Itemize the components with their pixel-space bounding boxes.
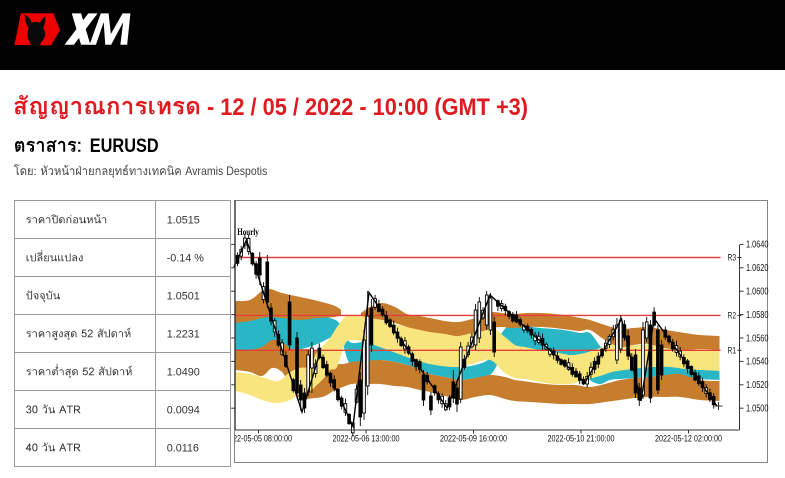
- svg-text:1.0540: 1.0540: [746, 357, 769, 368]
- svg-text:1.0580: 1.0580: [746, 310, 769, 321]
- svg-text:1.2231: 1.2231: [167, 328, 200, 340]
- svg-text:EURUSD: EURUSD: [90, 135, 159, 157]
- svg-text:1.0490: 1.0490: [167, 366, 200, 378]
- svg-text:1.0515: 1.0515: [167, 214, 200, 226]
- svg-text:1.0501: 1.0501: [167, 290, 200, 302]
- svg-text:- 12 / 05 / 2022 - 10:00 (GMT: - 12 / 05 / 2022 - 10:00 (GMT +3): [207, 94, 528, 121]
- svg-text:2022-05-05 08:00:00: 2022-05-05 08:00:00: [225, 433, 292, 443]
- svg-text:Hourly: Hourly: [237, 228, 259, 238]
- svg-text:2022-05-12 02:00:00: 2022-05-12 02:00:00: [655, 433, 722, 443]
- svg-text:-0.14 %: -0.14 %: [167, 252, 205, 264]
- svg-text:1.0600: 1.0600: [746, 287, 769, 298]
- svg-text:1.0620: 1.0620: [746, 263, 769, 274]
- svg-text:R1: R1: [728, 346, 737, 356]
- svg-text:1.0520: 1.0520: [746, 380, 769, 391]
- svg-text:0.0094: 0.0094: [167, 404, 200, 416]
- svg-text:Avramis Despotis: Avramis Despotis: [185, 164, 267, 178]
- svg-text:0.0116: 0.0116: [167, 442, 199, 454]
- svg-text:1.0640: 1.0640: [746, 240, 769, 251]
- svg-text:R2: R2: [728, 311, 737, 321]
- svg-text:2022-05-09 16:00:00: 2022-05-09 16:00:00: [440, 433, 507, 443]
- svg-text:1.0500: 1.0500: [746, 404, 769, 415]
- svg-text:1.0560: 1.0560: [746, 333, 769, 344]
- svg-text:2022-05-10 21:00:00: 2022-05-10 21:00:00: [548, 433, 615, 443]
- svg-text:2022-05-06 13:00:00: 2022-05-06 13:00:00: [333, 433, 400, 443]
- svg-text:R3: R3: [728, 253, 737, 263]
